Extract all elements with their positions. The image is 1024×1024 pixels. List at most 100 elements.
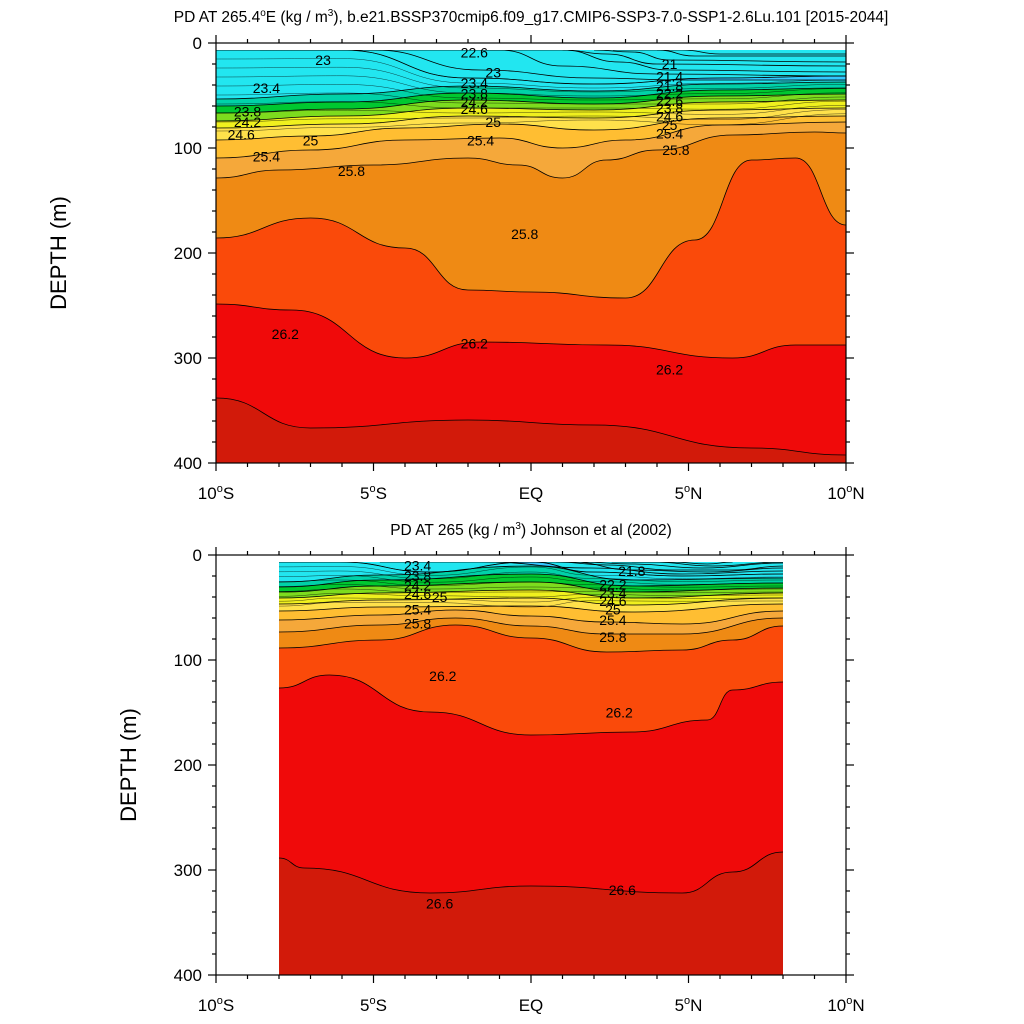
contour-line xyxy=(279,562,783,577)
contour-line xyxy=(216,131,846,179)
contour-line xyxy=(631,562,733,565)
contour-line xyxy=(216,303,846,359)
contour-label: 25 xyxy=(485,114,501,130)
contour-line xyxy=(279,566,783,580)
x-tick-label: 5oS xyxy=(360,483,387,503)
contour-line xyxy=(279,565,783,583)
contour-label: 25.4 xyxy=(656,125,683,141)
panel-2: 23.423.824.224.6 2525.425.821.822.223.424… xyxy=(116,521,865,1015)
contour-label: 25 xyxy=(432,589,448,605)
contour-label: 21.4 xyxy=(656,69,683,85)
contour-label: 22.6 xyxy=(656,93,683,109)
contour-line xyxy=(279,570,783,582)
y-tick-label: 100 xyxy=(174,651,202,670)
contour-line xyxy=(279,597,783,603)
contour-line xyxy=(581,562,783,569)
contour-line xyxy=(216,105,846,115)
y-tick-label: 100 xyxy=(174,139,202,158)
contour-line xyxy=(216,397,846,456)
contour-band xyxy=(216,50,846,84)
x-tick-label: EQ xyxy=(519,996,544,1015)
contour-line xyxy=(216,58,846,89)
contour-line xyxy=(216,92,846,105)
contour-label: 23 xyxy=(315,52,331,68)
contour-line xyxy=(611,562,783,567)
x-tick-label: 5oN xyxy=(675,483,703,503)
contour-line xyxy=(562,50,846,67)
contour-line xyxy=(279,600,783,608)
x-tick-label: 10oN xyxy=(827,483,864,503)
contour-label: 25 xyxy=(662,117,678,133)
contour-line xyxy=(216,100,846,110)
contour-label: 23.8 xyxy=(461,85,488,101)
contour-label: 24.6 xyxy=(228,126,255,142)
x-tick-label: 10oN xyxy=(827,995,864,1015)
contour-line xyxy=(279,603,783,613)
contour-label: 25.8 xyxy=(511,226,538,242)
contour-band xyxy=(216,304,846,463)
contour-label: 22.6 xyxy=(461,44,488,60)
y-tick-label: 400 xyxy=(174,454,202,473)
contour-label: 21 xyxy=(662,56,678,72)
contour-band xyxy=(279,562,783,576)
contour-label: 23.8 xyxy=(234,103,261,119)
contour-line xyxy=(593,50,846,63)
contour-line xyxy=(379,562,783,575)
contour-label: 25.4 xyxy=(467,133,494,149)
contour-label: 24.6 xyxy=(599,593,626,609)
contour-label: 25.8 xyxy=(599,629,626,645)
contour-line xyxy=(279,624,783,653)
contour-line xyxy=(216,50,846,85)
x-tick-label: 10oS xyxy=(198,995,234,1015)
contour-line xyxy=(216,87,846,107)
contour-line xyxy=(216,66,846,93)
contour-label: 23.4 xyxy=(404,558,431,574)
contour-label: 22.2 xyxy=(599,576,626,592)
contour-line xyxy=(279,674,783,736)
contour-label: 25.8 xyxy=(404,615,431,631)
contour-field xyxy=(279,562,783,975)
contour-line xyxy=(279,579,783,588)
contour-label: 25.4 xyxy=(404,602,431,618)
contour-band xyxy=(279,852,783,975)
contour-line xyxy=(500,562,783,573)
contour-line xyxy=(279,588,783,594)
y-tick-label: 0 xyxy=(193,34,202,53)
contour-label: 23.4 xyxy=(253,80,280,96)
contour-field xyxy=(216,50,846,463)
contour-line xyxy=(279,584,783,591)
contour-line xyxy=(279,573,783,588)
contour-label: 26.2 xyxy=(272,326,299,342)
chart-title: PD AT 265.4oE (kg / m3), b.e21.BSSP370cm… xyxy=(174,8,889,26)
contour-line xyxy=(260,50,846,81)
x-tick-label: 5oN xyxy=(675,995,703,1015)
contour-label: 21.8 xyxy=(656,78,683,94)
contour-line xyxy=(279,609,783,625)
contour-line xyxy=(216,93,846,114)
chart-title: PD AT 265 (kg / m3) Johnson et al (2002) xyxy=(390,521,672,539)
contour-label: 25.8 xyxy=(662,142,689,158)
contour-label: 25 xyxy=(303,133,319,149)
contour-label: 23.8 xyxy=(656,100,683,116)
contour-label: 22.2 xyxy=(656,85,683,101)
contour-line xyxy=(279,617,783,635)
contour-label: 24.2 xyxy=(461,94,488,110)
y-tick-label: 400 xyxy=(174,966,202,985)
y-tick-label: 300 xyxy=(174,349,202,368)
y-tick-label: 300 xyxy=(174,861,202,880)
contour-line xyxy=(480,50,846,73)
y-tick-label: 200 xyxy=(174,244,202,263)
contour-label: 23.4 xyxy=(461,75,488,91)
contour-label: 21.8 xyxy=(618,563,645,579)
contour-line xyxy=(216,157,846,299)
contour-label: 24.2 xyxy=(234,114,261,130)
panel-1: 23 22.623.42323.423.824.224.623.824.224.6… xyxy=(46,8,888,503)
contour-label: 26.2 xyxy=(429,668,456,684)
contour-label: 26.2 xyxy=(656,362,683,378)
contour-line xyxy=(216,75,846,97)
contour-line xyxy=(279,851,783,894)
y-tick-label: 200 xyxy=(174,756,202,775)
contour-label: 26.2 xyxy=(461,335,488,351)
contour-label: 25.4 xyxy=(253,148,280,164)
